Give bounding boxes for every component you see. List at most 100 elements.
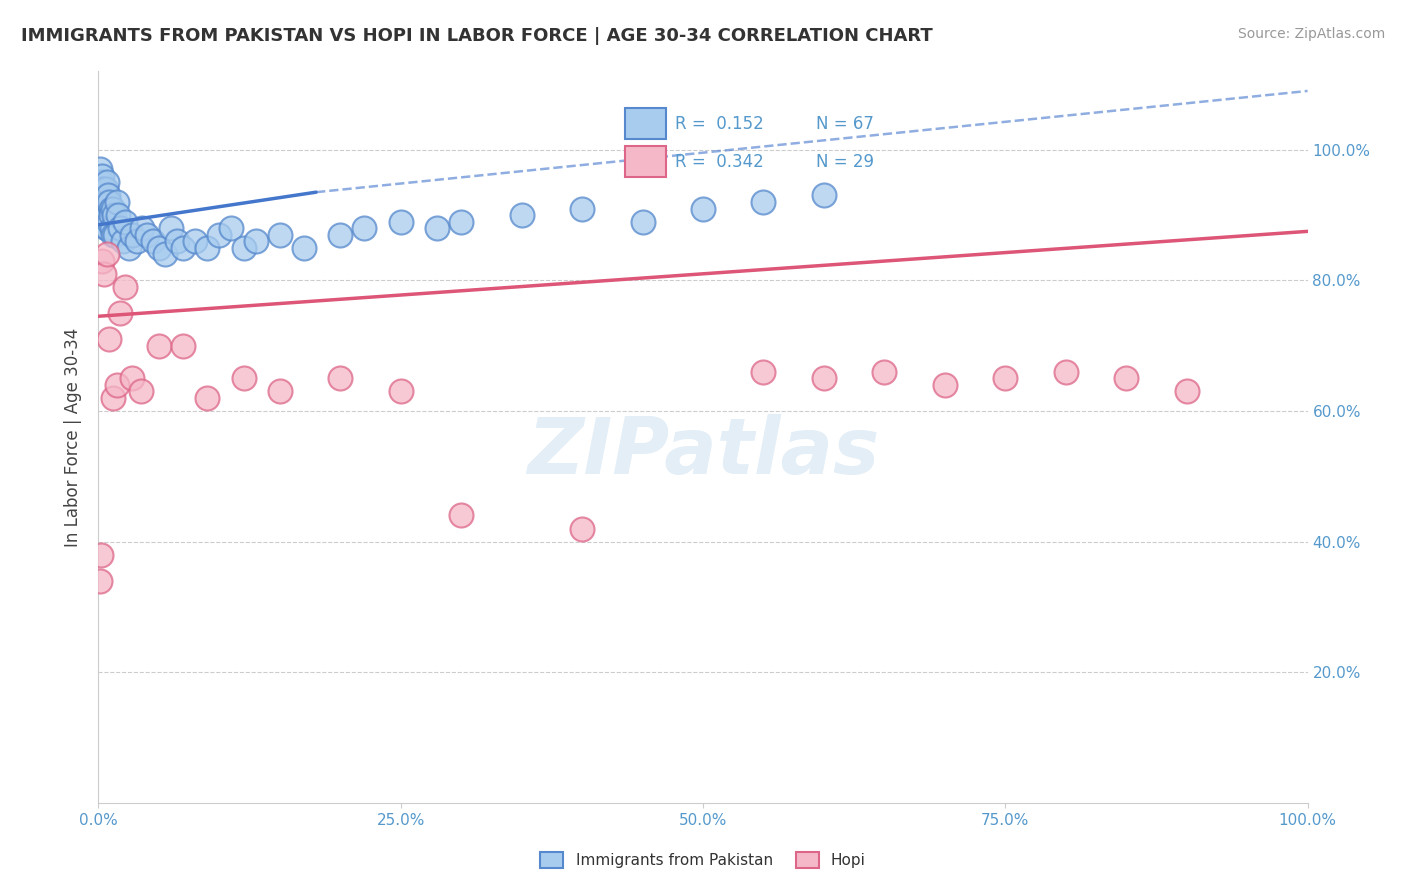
Point bbox=[221, 221, 243, 235]
Text: Source: ZipAtlas.com: Source: ZipAtlas.com bbox=[1237, 27, 1385, 41]
Point bbox=[269, 227, 291, 242]
Point bbox=[114, 214, 136, 228]
Point bbox=[89, 162, 111, 177]
Point bbox=[97, 188, 120, 202]
Point bbox=[93, 202, 115, 216]
Point bbox=[329, 227, 352, 242]
Text: R =  0.152: R = 0.152 bbox=[675, 115, 763, 133]
Point bbox=[631, 214, 654, 228]
Point bbox=[148, 339, 170, 353]
Point bbox=[269, 384, 291, 399]
Point bbox=[184, 234, 207, 248]
Point bbox=[1175, 384, 1198, 399]
Point bbox=[111, 234, 134, 248]
Point bbox=[91, 182, 114, 196]
Point bbox=[100, 208, 122, 222]
Legend: Immigrants from Pakistan, Hopi: Immigrants from Pakistan, Hopi bbox=[540, 853, 866, 868]
Point bbox=[101, 227, 124, 242]
Point bbox=[389, 214, 412, 228]
Point bbox=[90, 175, 112, 189]
Point bbox=[91, 169, 114, 183]
Point bbox=[105, 377, 128, 392]
Point bbox=[93, 182, 115, 196]
Text: N = 67: N = 67 bbox=[817, 115, 875, 133]
Point bbox=[994, 371, 1017, 385]
Point bbox=[195, 241, 218, 255]
Point bbox=[108, 221, 131, 235]
Point bbox=[135, 227, 157, 242]
Point bbox=[131, 221, 153, 235]
Point bbox=[166, 234, 188, 248]
Point bbox=[121, 371, 143, 385]
Point bbox=[100, 221, 122, 235]
Text: IMMIGRANTS FROM PAKISTAN VS HOPI IN LABOR FORCE | AGE 30-34 CORRELATION CHART: IMMIGRANTS FROM PAKISTAN VS HOPI IN LABO… bbox=[21, 27, 932, 45]
Point bbox=[89, 182, 111, 196]
Point bbox=[94, 182, 117, 196]
Point bbox=[1054, 365, 1077, 379]
Point bbox=[121, 227, 143, 242]
Point bbox=[450, 214, 472, 228]
Point bbox=[1115, 371, 1137, 385]
Point bbox=[208, 227, 231, 242]
Point bbox=[129, 384, 152, 399]
Point bbox=[571, 202, 593, 216]
Point bbox=[692, 202, 714, 216]
Bar bbox=[624, 146, 665, 178]
Point bbox=[98, 214, 121, 228]
Point bbox=[232, 241, 254, 255]
Point bbox=[91, 194, 114, 209]
Point bbox=[813, 371, 835, 385]
Point bbox=[101, 202, 124, 216]
Point bbox=[91, 202, 114, 216]
Point bbox=[98, 332, 121, 346]
Point bbox=[101, 391, 124, 405]
Point bbox=[91, 208, 114, 222]
Point bbox=[292, 241, 315, 255]
Point bbox=[752, 365, 775, 379]
Point bbox=[91, 188, 114, 202]
Point bbox=[97, 208, 120, 222]
Text: R =  0.342: R = 0.342 bbox=[675, 153, 763, 170]
Bar bbox=[624, 108, 665, 139]
Point bbox=[98, 194, 121, 209]
Text: ZIPatlas: ZIPatlas bbox=[527, 414, 879, 490]
Y-axis label: In Labor Force | Age 30-34: In Labor Force | Age 30-34 bbox=[65, 327, 83, 547]
Point bbox=[114, 280, 136, 294]
Point bbox=[93, 267, 115, 281]
Point bbox=[510, 208, 533, 222]
Point bbox=[142, 234, 165, 248]
Text: N = 29: N = 29 bbox=[817, 153, 875, 170]
Point bbox=[245, 234, 267, 248]
Point bbox=[90, 548, 112, 562]
Point bbox=[104, 227, 127, 242]
Point bbox=[426, 221, 449, 235]
Point bbox=[195, 391, 218, 405]
Point bbox=[752, 194, 775, 209]
Point bbox=[107, 208, 129, 222]
Point bbox=[96, 221, 118, 235]
Point bbox=[172, 339, 194, 353]
Point bbox=[329, 371, 352, 385]
Point bbox=[93, 194, 115, 209]
Point bbox=[103, 208, 125, 222]
Point bbox=[127, 234, 149, 248]
Point bbox=[873, 365, 896, 379]
Point bbox=[353, 221, 375, 235]
Point bbox=[172, 241, 194, 255]
Point bbox=[94, 221, 117, 235]
Point bbox=[148, 241, 170, 255]
Point bbox=[571, 521, 593, 535]
Point bbox=[93, 214, 115, 228]
Point bbox=[100, 202, 122, 216]
Point bbox=[153, 247, 176, 261]
Point bbox=[232, 371, 254, 385]
Point bbox=[96, 194, 118, 209]
Point bbox=[389, 384, 412, 399]
Point bbox=[96, 247, 118, 261]
Point bbox=[934, 377, 956, 392]
Point bbox=[91, 253, 114, 268]
Point bbox=[160, 221, 183, 235]
Point bbox=[105, 194, 128, 209]
Point bbox=[108, 306, 131, 320]
Point bbox=[450, 508, 472, 523]
